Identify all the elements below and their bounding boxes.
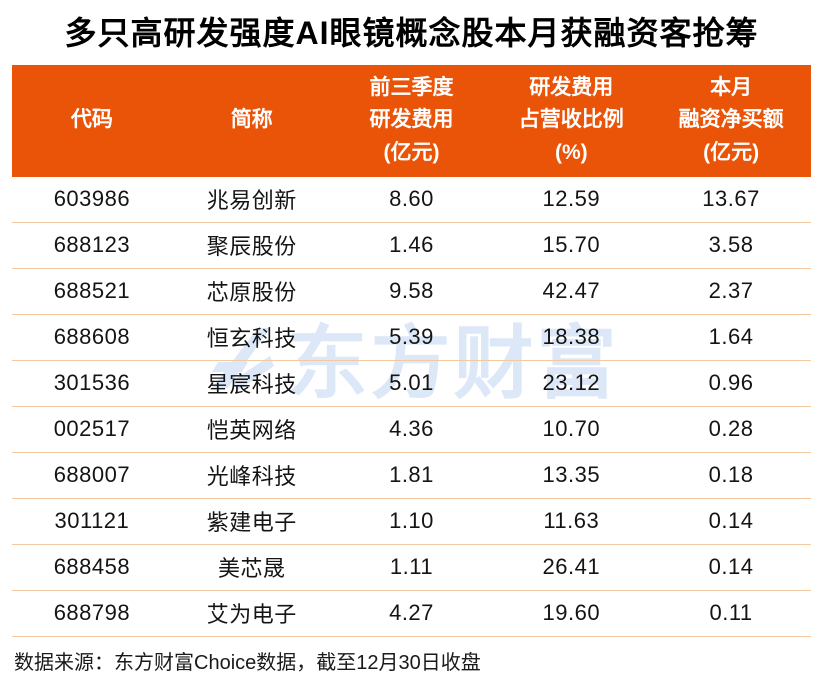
cell-stock-name: 星宸科技 xyxy=(206,372,297,398)
cell-rd-ratio: 13.35 xyxy=(542,462,601,488)
cell-net-buy: 0.14 xyxy=(708,508,754,534)
column-header-line: 研发费用 xyxy=(369,108,454,132)
cell-stock-name: 艾为电子 xyxy=(206,602,297,628)
cell-stock-code: 688798 xyxy=(53,600,131,626)
column-header-line: 前三季度 xyxy=(369,75,454,99)
cell-net-buy: 1.64 xyxy=(708,324,754,350)
table-row: 603986 兆易创新 8.60 12.59 13.67 xyxy=(12,177,811,223)
cell-rd-ratio: 26.41 xyxy=(542,554,601,580)
cell-rd-ratio: 12.59 xyxy=(542,186,601,212)
column-header-rd-expense: 前三季度 研发费用 (亿元) xyxy=(332,72,492,170)
column-header-rd-ratio: 研发费用 占营收比例 (%) xyxy=(491,72,651,170)
content: 多只高研发强度AI眼镜概念股本月获融资客抢筹 代码 简称 前三季度 研发费用 (… xyxy=(12,15,811,674)
cell-net-buy: 0.96 xyxy=(708,370,754,396)
cell-rd-expense: 4.27 xyxy=(389,600,434,626)
column-header-line: (%) xyxy=(554,140,588,164)
table-row: 301121 紫建电子 1.10 11.63 0.14 xyxy=(12,499,811,545)
cell-stock-code: 688608 xyxy=(53,324,131,350)
cell-rd-expense: 1.11 xyxy=(389,554,434,580)
page-title: 多只高研发强度AI眼镜概念股本月获融资客抢筹 xyxy=(64,15,759,51)
cell-rd-expense: 1.10 xyxy=(389,508,434,534)
column-header-line: (亿元) xyxy=(703,140,760,164)
cell-stock-name: 恺英网络 xyxy=(206,418,297,444)
cell-stock-code: 688007 xyxy=(53,462,131,488)
table-row: 688521 芯原股份 9.58 42.47 2.37 xyxy=(12,269,811,315)
cell-rd-ratio: 19.60 xyxy=(542,600,601,626)
cell-stock-code: 688521 xyxy=(53,278,131,304)
column-header-code: 代码 xyxy=(12,104,172,137)
cell-rd-ratio: 23.12 xyxy=(542,370,601,396)
table-row: 688798 艾为电子 4.27 19.60 0.11 xyxy=(12,591,811,637)
cell-stock-name: 光峰科技 xyxy=(206,464,297,490)
cell-stock-name: 恒玄科技 xyxy=(206,326,297,352)
cell-stock-name: 美芯晟 xyxy=(217,556,286,582)
cell-rd-ratio: 18.38 xyxy=(542,324,601,350)
column-header-line: 代码 xyxy=(70,108,113,132)
cell-rd-expense: 5.01 xyxy=(389,370,434,396)
table-row: 688007 光峰科技 1.81 13.35 0.18 xyxy=(12,453,811,499)
column-header-line: 融资净买额 xyxy=(678,108,784,132)
column-header-net-buy: 本月 融资净买额 (亿元) xyxy=(651,72,811,170)
column-header-line: 占营收比例 xyxy=(518,108,624,132)
cell-stock-name: 芯原股份 xyxy=(206,280,297,306)
table-body: 603986 兆易创新 8.60 12.59 13.67 688123 聚辰股份… xyxy=(12,177,811,637)
cell-rd-ratio: 42.47 xyxy=(542,278,601,304)
cell-stock-code: 688123 xyxy=(53,232,131,258)
cell-net-buy: 0.11 xyxy=(709,600,753,626)
cell-stock-code: 002517 xyxy=(53,416,131,442)
table-row: 002517 恺英网络 4.36 10.70 0.28 xyxy=(12,407,811,453)
cell-stock-name: 聚辰股份 xyxy=(206,234,297,260)
cell-net-buy: 13.67 xyxy=(702,186,760,212)
cell-rd-expense: 1.46 xyxy=(389,232,434,258)
table-header-row: 代码 简称 前三季度 研发费用 (亿元) 研发费用 占营收比例 (%) 本月 xyxy=(12,64,811,177)
data-source-note: 数据来源：东方财富Choice数据，截至12月30日收盘 xyxy=(14,651,481,674)
cell-net-buy: 0.28 xyxy=(708,416,754,442)
column-header-line: (亿元) xyxy=(383,140,440,164)
cell-rd-expense: 5.39 xyxy=(389,324,434,350)
table-row: 688608 恒玄科技 5.39 18.38 1.64 xyxy=(12,315,811,361)
cell-rd-expense: 1.81 xyxy=(389,462,434,488)
table-row: 688458 美芯晟 1.11 26.41 0.14 xyxy=(12,545,811,591)
cell-net-buy: 2.37 xyxy=(708,278,754,304)
table-row: 301536 星宸科技 5.01 23.12 0.96 xyxy=(12,361,811,407)
cell-stock-code: 603986 xyxy=(53,186,131,212)
column-header-line: 研发费用 xyxy=(529,75,614,99)
cell-stock-code: 301121 xyxy=(54,508,130,534)
cell-rd-expense: 9.58 xyxy=(389,278,434,304)
column-header-line: 简称 xyxy=(230,108,273,132)
cell-stock-name: 紫建电子 xyxy=(206,510,297,536)
cell-stock-code: 688458 xyxy=(53,554,131,580)
cell-stock-code: 301536 xyxy=(53,370,131,396)
cell-stock-name: 兆易创新 xyxy=(206,188,297,214)
cell-net-buy: 3.58 xyxy=(708,232,754,258)
cell-rd-ratio: 11.63 xyxy=(543,508,600,534)
table-row: 688123 聚辰股份 1.46 15.70 3.58 xyxy=(12,223,811,269)
cell-net-buy: 0.18 xyxy=(708,462,754,488)
cell-net-buy: 0.14 xyxy=(708,554,754,580)
column-header-line: 本月 xyxy=(710,75,753,99)
cell-rd-ratio: 15.70 xyxy=(542,232,601,258)
column-header-name: 简称 xyxy=(172,104,332,137)
cell-rd-expense: 8.60 xyxy=(389,186,434,212)
cell-rd-expense: 4.36 xyxy=(389,416,434,442)
stocks-table: 代码 简称 前三季度 研发费用 (亿元) 研发费用 占营收比例 (%) 本月 xyxy=(12,64,811,637)
cell-rd-ratio: 10.70 xyxy=(542,416,601,442)
